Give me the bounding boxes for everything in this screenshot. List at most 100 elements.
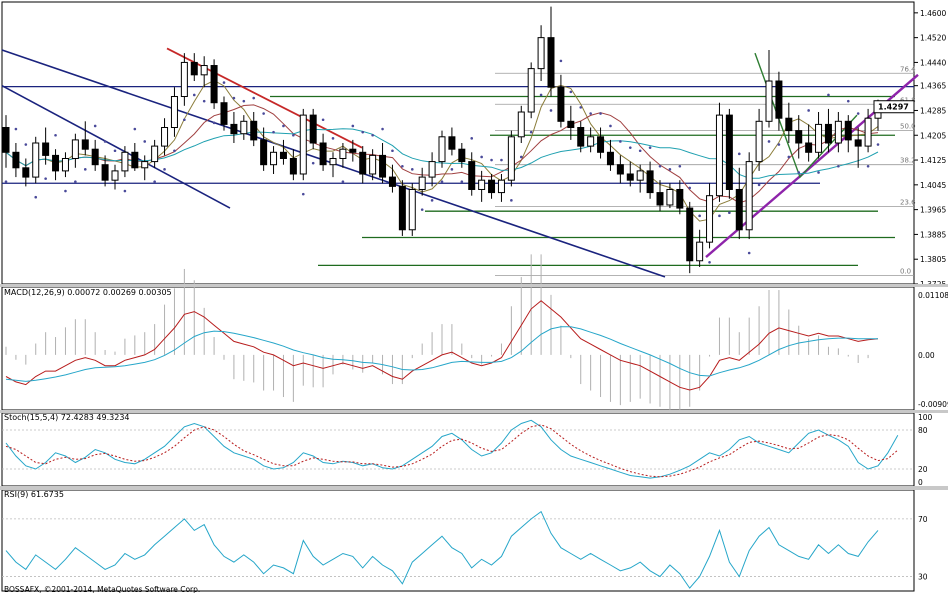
macd-tick-label: 0.00 (918, 351, 935, 360)
parabolic-sar-dot (628, 146, 632, 149)
bearish-candle (567, 120, 575, 129)
parabolic-sar-dot (757, 183, 761, 187)
bearish-candle (12, 151, 20, 169)
parabolic-sar-dot (351, 124, 355, 128)
parabolic-sar-dot (74, 180, 77, 184)
bearish-candle (775, 80, 783, 119)
parabolic-sar-dot (341, 180, 345, 184)
bearish-candle (616, 164, 624, 175)
bullish-candle (715, 114, 723, 197)
parabolic-sar-dot (4, 180, 8, 184)
bearish-candle (785, 117, 793, 132)
parabolic-sar-dot (54, 133, 57, 137)
downtrend-line (1, 84, 231, 209)
rsi-line (5, 510, 879, 589)
bearish-candle (646, 170, 654, 194)
parabolic-sar-dot (133, 127, 137, 131)
pane-separator (0, 284, 948, 287)
macd-label: MACD(12,26,9) 0.00072 0.00269 0.00305 (4, 288, 172, 297)
bearish-candle (250, 120, 258, 141)
parabolic-sar-dot (381, 127, 384, 131)
parabolic-sar-dot (301, 192, 305, 196)
bearish-candle (42, 142, 50, 156)
parabolic-sar-dot (609, 124, 612, 128)
parabolic-sar-dot (837, 164, 840, 168)
bullish-candle (527, 68, 535, 113)
parabolic-sar-dot (401, 164, 404, 168)
bullish-candle (537, 37, 545, 70)
parabolic-sar-dot (589, 112, 592, 115)
parabolic-sar-dot (737, 152, 741, 156)
parabolic-sar-dot (24, 143, 28, 146)
bearish-candle (279, 151, 287, 159)
bearish-candle (725, 114, 733, 190)
bullish-candle (438, 136, 446, 163)
bullish-candle (696, 241, 704, 262)
bullish-candle (815, 123, 823, 153)
parabolic-sar-dot (876, 143, 880, 146)
bullish-candle (497, 179, 505, 194)
parabolic-sar-dot (747, 251, 751, 255)
parabolic-sar-dot (123, 189, 127, 193)
parabolic-sar-dot (222, 81, 226, 84)
fibonacci-level-label: 0.0 (900, 268, 911, 276)
bearish-candle (220, 102, 228, 125)
fibonacci-level-label: 76.4 (900, 65, 916, 73)
parabolic-sar-dot (777, 143, 781, 146)
bearish-candle (309, 114, 317, 144)
parabolic-sar-dot (658, 164, 662, 168)
price-tick-label: 1.4045 (920, 181, 946, 190)
parabolic-sar-dot (688, 186, 692, 190)
parabolic-sar-dot (44, 177, 47, 180)
parabolic-sar-dot (14, 127, 18, 131)
bullish-candle (339, 148, 347, 159)
current-price-label: 1.4297 (878, 103, 909, 112)
rsi-tick-label: 30 (918, 573, 928, 582)
parabolic-sar-dot (539, 93, 543, 97)
bullish-candle (408, 188, 416, 231)
parabolic-sar-dot (391, 149, 394, 153)
parabolic-sar-dot (331, 137, 335, 140)
bearish-candle (686, 207, 694, 262)
price-pane[interactable]: 1.4600 1.4520 1.4440 1.4365 1.4285 1.4205 1.41… (1, 1, 946, 289)
stoch-tick-label: 20 (918, 465, 928, 474)
bullish-candle (745, 161, 753, 231)
parabolic-sar-dot (480, 155, 483, 159)
bullish-candle (428, 161, 436, 178)
bearish-candle (22, 167, 30, 178)
parabolic-sar-dot (103, 140, 107, 143)
bearish-candle (676, 188, 684, 209)
price-tick-label: 1.4125 (920, 156, 946, 165)
price-tick-label: 1.3805 (920, 255, 946, 264)
bearish-candle (91, 148, 99, 166)
bullish-candle (517, 111, 525, 138)
bearish-candle (131, 151, 139, 169)
parabolic-sar-dot (321, 118, 325, 122)
bearish-candle (81, 139, 89, 150)
bearish-candle (577, 127, 585, 147)
bullish-candle (329, 157, 337, 166)
parabolic-sar-dot (64, 189, 67, 193)
bullish-candle (161, 127, 169, 147)
bearish-candle (230, 123, 238, 135)
parabolic-sar-dot (420, 208, 424, 211)
bearish-candle (597, 136, 605, 153)
parabolic-sar-dot (529, 130, 533, 134)
parabolic-sar-dot (807, 109, 810, 112)
parabolic-sar-dot (797, 171, 801, 174)
bearish-candle (260, 139, 268, 166)
bullish-candle (299, 114, 307, 175)
bullish-candle (706, 195, 714, 243)
parabolic-sar-dot (292, 133, 295, 137)
pane-separator (0, 410, 948, 413)
parabolic-sar-dot (163, 168, 166, 171)
bullish-candle (636, 170, 644, 181)
parabolic-sar-dot (143, 140, 147, 143)
parabolic-sar-dot (569, 90, 573, 94)
stoch-tick-label: 100 (918, 413, 933, 422)
bearish-candle (190, 61, 198, 76)
price-tick-label: 1.4285 (920, 106, 946, 115)
bearish-candle (805, 142, 813, 153)
bullish-candle (170, 96, 178, 129)
macd-main-line (5, 300, 879, 391)
